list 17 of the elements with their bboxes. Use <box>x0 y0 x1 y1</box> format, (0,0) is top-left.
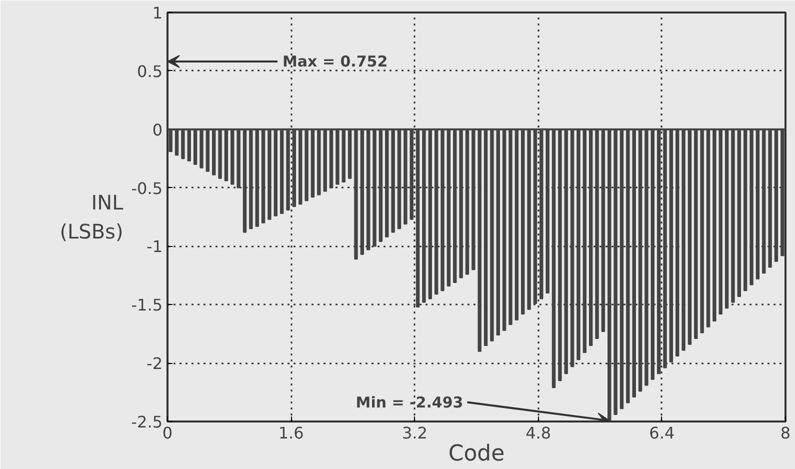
y-tick-label: 0 <box>152 120 163 140</box>
y-tick-label: -1.5 <box>131 296 162 315</box>
annotation: Min = -2.493 <box>356 393 464 412</box>
x-tick-label: 1.6 <box>278 424 304 442</box>
y-tick-label: -1 <box>146 237 162 256</box>
y-tick-label: -0.5 <box>131 178 162 198</box>
x-tick-label: 6.4 <box>649 424 675 442</box>
x-tick-label: 3.2 <box>402 424 428 442</box>
x-axis-title: Code <box>448 442 505 466</box>
y-tick-label: -2 <box>146 354 162 374</box>
annotation: Max = 0.752 <box>282 52 388 70</box>
y-axis-title: INL (LSBs) <box>60 190 124 244</box>
y-tick-label: -2.5 <box>131 412 162 432</box>
y-tick-label: 0.5 <box>137 62 163 81</box>
y-tick-label: 1 <box>152 4 163 22</box>
x-tick-label: 8 <box>780 424 791 442</box>
x-tick-label: 4.8 <box>526 424 552 442</box>
